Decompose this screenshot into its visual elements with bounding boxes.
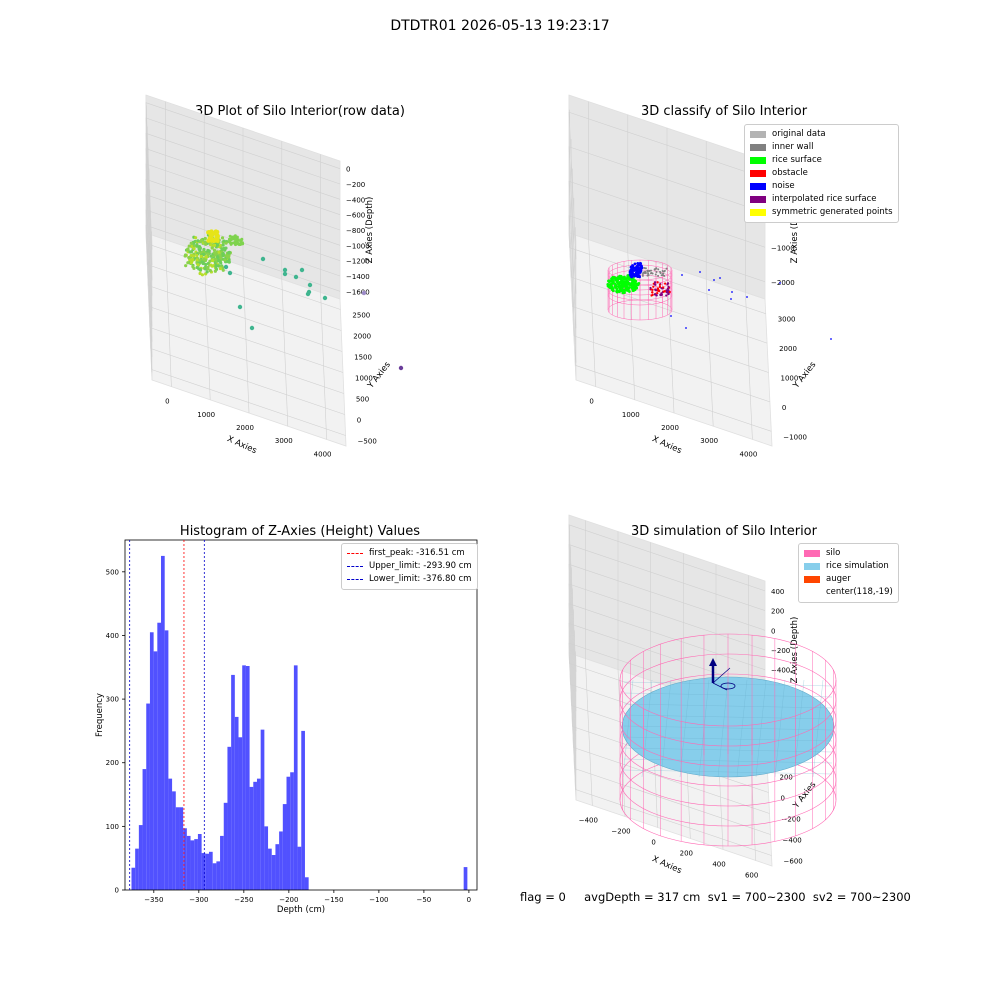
p4-y-tick-label: −600 (784, 858, 803, 866)
p4-z-tick-label: 200 (771, 608, 784, 616)
panel-4-legend: silo rice simulation auger center(118,-19) (798, 543, 899, 603)
p4-y-tick-label: 0 (781, 795, 785, 803)
p4-y-tick-label: −400 (783, 837, 802, 845)
legend-label: auger (826, 573, 851, 586)
p4-x-tick-label: 400 (712, 861, 725, 869)
legend-label: center(118,-19) (826, 586, 893, 599)
p4-x-tick-label: 0 (651, 839, 655, 847)
p4-z-tick-label: 0 (771, 627, 775, 635)
p4-x-tick-label: −400 (579, 817, 598, 825)
legend-swatch (804, 563, 820, 570)
p4-x-tick-label: −200 (611, 828, 630, 836)
p4-x-tick-label: 600 (745, 872, 758, 880)
p4-z-tick-label: 400 (771, 588, 784, 596)
p4-y-axis-label: Y Axies (791, 780, 819, 812)
p4-z-tick-label: −200 (771, 647, 790, 655)
p4-x-axis-label: X Axies (650, 854, 683, 876)
p4-z-axis-label: Z Axies (Depth) (790, 617, 800, 684)
legend-label: silo (826, 547, 840, 560)
legend-swatch (804, 550, 820, 557)
legend-swatch (804, 576, 820, 583)
legend-entry: silo (804, 547, 893, 560)
p4-z-tick-label: −400 (771, 667, 790, 675)
legend-entry: rice simulation (804, 560, 893, 573)
panel-4-axes: −400−2000200400600−600−400−2000200400600… (569, 515, 836, 880)
legend-entry: auger (804, 573, 893, 586)
p4-x-tick-label: 200 (680, 850, 693, 858)
footer-status: flag = 0 avgDepth = 317 cm sv1 = 700~230… (520, 890, 911, 904)
legend-entry: center(118,-19) (804, 586, 893, 599)
legend-label: rice simulation (826, 560, 889, 573)
